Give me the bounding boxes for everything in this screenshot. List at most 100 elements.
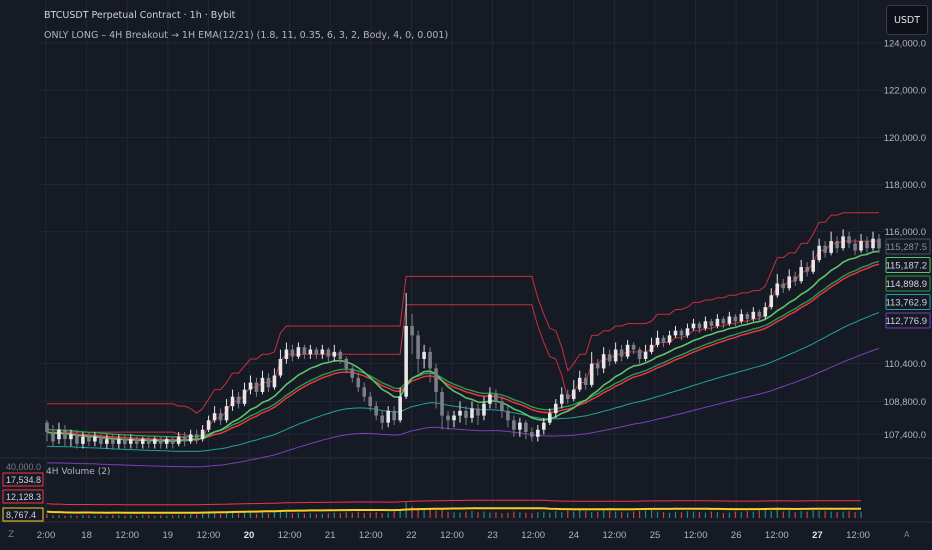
candle-body xyxy=(589,363,594,385)
candle-body xyxy=(691,323,696,329)
candle-body xyxy=(320,349,325,355)
volume-bar xyxy=(734,511,736,518)
candle-body xyxy=(577,377,582,390)
candle-body xyxy=(93,436,97,442)
candle-body xyxy=(230,396,235,407)
volume-bar xyxy=(674,511,677,518)
candle-body xyxy=(536,429,540,437)
volume-axis-label: 8,767.4 xyxy=(6,510,36,520)
volume-pane-title[interactable]: 4H Volume (2) xyxy=(46,467,111,477)
upper-band-line xyxy=(47,212,879,414)
symbol-title[interactable]: BTCUSDT Perpetual Contract · 1h · Bybit xyxy=(44,10,236,21)
volume-bar xyxy=(776,509,778,518)
candle-body xyxy=(781,283,786,289)
candle-body xyxy=(260,377,265,392)
timezone-z-label[interactable]: Z xyxy=(8,530,15,540)
volume-bar xyxy=(836,512,838,518)
candle-body xyxy=(242,389,247,404)
candle-body xyxy=(45,422,49,433)
candle-body xyxy=(494,394,498,402)
candle-body xyxy=(111,439,115,444)
candle-body xyxy=(272,375,277,388)
time-tick-label: 12:00 xyxy=(440,530,464,541)
candle-body xyxy=(452,415,456,421)
price-label-box xyxy=(885,294,931,310)
volume-bar xyxy=(746,511,748,518)
volume-bar xyxy=(794,512,796,518)
candle-body xyxy=(278,358,283,376)
time-tick-label: 18 xyxy=(81,530,92,541)
volume-bar xyxy=(429,508,431,518)
currency-button[interactable]: USDT xyxy=(886,5,928,35)
volume-bar xyxy=(477,512,479,518)
volume-bar xyxy=(387,512,389,518)
volume-bar xyxy=(662,512,665,518)
volume-bar xyxy=(758,510,760,518)
volume-bar xyxy=(267,513,270,518)
volume-bar xyxy=(118,515,120,518)
candle-body xyxy=(793,276,798,282)
volume-bar xyxy=(381,513,383,518)
volume-bar xyxy=(860,511,862,518)
volume-bar xyxy=(459,512,461,518)
volume-bar xyxy=(255,513,258,518)
candle-body xyxy=(296,347,301,357)
volume-bar xyxy=(231,511,234,518)
candle-body xyxy=(356,377,361,388)
candle-body xyxy=(637,349,642,359)
volume-bar xyxy=(285,512,288,518)
candle-body xyxy=(140,439,145,444)
volume-bar xyxy=(351,512,353,518)
volume-bar xyxy=(603,510,605,518)
volume-bar xyxy=(585,511,587,518)
candle-series xyxy=(45,229,881,449)
candle-body xyxy=(601,354,606,369)
volume-bar xyxy=(46,514,48,518)
candle-body xyxy=(158,439,163,444)
candle-body xyxy=(805,267,809,272)
candle-body xyxy=(583,377,588,385)
volume-bar xyxy=(483,511,485,518)
candle-body xyxy=(266,377,271,388)
candle-body xyxy=(380,415,384,423)
candle-body xyxy=(434,368,438,392)
volume-bar xyxy=(644,510,647,518)
volume-bar xyxy=(621,512,623,518)
volume-average-line xyxy=(46,507,861,514)
candle-body xyxy=(404,325,408,397)
candle-body xyxy=(859,241,863,251)
volume-bar xyxy=(327,513,329,518)
volume-bar xyxy=(854,512,856,518)
volume-bar xyxy=(208,513,210,518)
volume-bar xyxy=(656,511,659,518)
volume-upper-line xyxy=(46,499,861,506)
volume-bar xyxy=(142,514,144,518)
candle-body xyxy=(733,316,738,322)
volume-bar xyxy=(549,512,551,518)
indicator-title[interactable]: ONLY LONG – 4H Breakout → 1H EMA(12/21) … xyxy=(44,30,449,41)
candle-body xyxy=(506,410,510,421)
volume-bar xyxy=(243,511,246,518)
volume-bar xyxy=(507,512,509,518)
time-tick-label: 12:00 xyxy=(278,530,302,541)
candle-body xyxy=(829,241,833,253)
candle-body xyxy=(128,439,133,444)
volume-bar xyxy=(704,512,707,518)
volume-bar xyxy=(112,514,114,518)
time-tick-label: 20 xyxy=(244,530,255,541)
time-tick-label: 25 xyxy=(650,530,661,541)
volume-bar xyxy=(303,513,305,518)
volume-bar xyxy=(591,512,593,518)
volume-bar xyxy=(728,512,730,518)
auto-scale-button[interactable]: A xyxy=(904,530,910,539)
volume-bar xyxy=(88,515,90,518)
volume-bar xyxy=(219,513,222,518)
volume-bar xyxy=(82,514,84,518)
volume-bar xyxy=(567,510,569,518)
volume-bar xyxy=(818,510,820,518)
candle-body xyxy=(763,307,768,317)
candle-body xyxy=(200,429,205,440)
candle-body xyxy=(63,429,67,440)
candle-body xyxy=(751,311,756,319)
volume-bar xyxy=(106,515,108,518)
